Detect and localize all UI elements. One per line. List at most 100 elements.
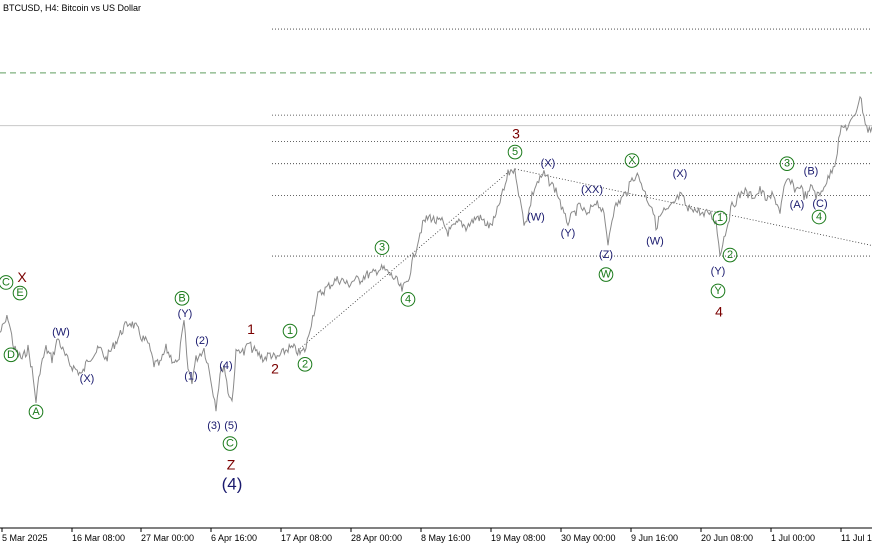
x-tick-label: 9 Jun 16:00: [631, 533, 678, 543]
wave-label-circle: [400, 292, 416, 307]
wave-label-circle: [3, 347, 19, 363]
wave-label-22: 3: [374, 240, 390, 255]
trend-lines: [299, 168, 872, 349]
price-series-line: [0, 95, 872, 412]
x-tick-label: 8 May 16:00: [421, 533, 471, 543]
x-tick-label: 19 May 08:00: [491, 533, 546, 543]
wave-label-text: Y: [714, 285, 722, 297]
wave-label-29: (Y): [561, 227, 576, 239]
wave-label-text: (X): [673, 168, 688, 180]
wave-label-text: 4: [816, 211, 822, 223]
wave-label-text: (2): [195, 335, 208, 347]
x-tick-label: 1 Jul 00:00: [771, 533, 815, 543]
x-tick-label: 6 Apr 16:00: [211, 533, 257, 543]
wave-label-text: (W): [527, 212, 545, 224]
wave-label-33: (X): [673, 168, 688, 180]
wave-label-circle: [811, 209, 827, 225]
wave-label-20: 1: [282, 323, 298, 339]
wave-label-text: (5): [224, 420, 237, 432]
wave-label-27: (W): [527, 212, 545, 224]
wave-label-12: (4): [219, 360, 232, 372]
wave-label-text: (Z): [599, 249, 613, 261]
wave-label-text: X: [17, 269, 27, 285]
wave-label-text: (XX): [581, 184, 603, 196]
wave-label-10: (2): [195, 335, 208, 347]
x-tick-label: 28 Apr 00:00: [351, 533, 402, 543]
wave-label-text: 1: [247, 321, 255, 337]
wave-label-17: (4): [222, 475, 243, 494]
wave-label-text: (X): [80, 373, 95, 385]
wave-label-text: (B): [804, 166, 819, 178]
wave-label-text: (3): [207, 420, 220, 432]
wave-label-18: 1: [247, 321, 255, 337]
wave-label-40: 3: [779, 156, 795, 171]
wave-label-text: C: [226, 438, 234, 450]
wave-label-circle: [710, 283, 726, 299]
wave-label-text: 1: [717, 212, 723, 224]
x-tick-label: 17 Apr 08:00: [281, 533, 332, 543]
wave-label-text: (W): [52, 327, 70, 339]
wave-label-8: B: [174, 291, 190, 306]
wave-label-14: (5): [224, 420, 237, 432]
wave-label-7: (X): [80, 373, 95, 385]
wave-label-text: (W): [646, 235, 664, 247]
trend-line-1: [299, 168, 513, 349]
wave-label-5: A: [28, 404, 44, 420]
wave-label-6: (W): [52, 327, 70, 339]
wave-label-42: (A): [790, 199, 805, 211]
wave-label-35: 1: [712, 210, 728, 226]
wave-label-16: Z: [227, 457, 236, 473]
wave-label-39: 4: [715, 304, 723, 320]
wave-label-text: 3: [512, 126, 520, 142]
wave-label-24: 3: [512, 126, 520, 142]
wave-label-21: 2: [297, 357, 313, 372]
wave-label-2: C: [0, 275, 14, 290]
x-tick-label: 30 May 00:00: [561, 533, 616, 543]
wave-label-41: (B): [804, 166, 819, 178]
wave-label-circle: [624, 153, 640, 168]
wave-label-3: E: [12, 285, 28, 301]
x-tick-label: 20 Jun 08:00: [701, 533, 753, 543]
wave-label-text: (X): [541, 158, 556, 170]
wave-label-text: Z: [227, 457, 236, 473]
wave-label-11: (1): [184, 370, 197, 382]
trend-line-2: [514, 168, 872, 246]
wave-label-19: 2: [271, 361, 279, 377]
wave-label-text: (Y): [711, 265, 726, 277]
wave-label-28: (XX): [581, 184, 603, 196]
wave-label-text: 3: [379, 242, 385, 254]
wave-label-text: (4): [219, 360, 232, 372]
wave-label-text: 4: [405, 293, 411, 305]
wave-label-1: X: [17, 269, 27, 285]
wave-label-circle: [0, 275, 14, 290]
wave-label-37: (Y): [711, 265, 726, 277]
wave-label-30: (Z): [599, 249, 613, 261]
wave-label-32: X: [624, 153, 640, 168]
x-axis-ticks: 5 Mar 2025 16 Mar 08:00 27 Mar 00:00 6 Apr …: [1, 528, 872, 543]
wave-label-text: 2: [727, 249, 733, 261]
wave-label-circle: [722, 247, 738, 263]
horizontal-levels: [0, 28, 872, 257]
x-tick-label: 5 Mar 2025: [2, 533, 48, 543]
wave-label-25: 5: [507, 144, 523, 160]
wave-label-9: (Y): [178, 308, 193, 320]
wave-label-4: D: [3, 347, 19, 363]
wave-label-text: 1: [287, 325, 293, 337]
wave-label-text: 2: [302, 358, 308, 370]
wave-label-circle: [222, 436, 238, 451]
x-tick-label: 11 Jul 16:00: [841, 533, 872, 543]
wave-label-text: E: [16, 287, 23, 299]
wave-label-circle: [297, 357, 313, 372]
wave-label-text: D: [7, 349, 15, 361]
wave-label-13: (3): [207, 420, 220, 432]
wave-label-circle: [28, 404, 44, 420]
wave-label-26: (X): [541, 158, 556, 170]
wave-label-text: 2: [271, 361, 279, 377]
wave-label-44: 4: [811, 209, 827, 225]
wave-label-text: 3: [784, 158, 790, 170]
wave-label-43: (C): [812, 198, 827, 210]
